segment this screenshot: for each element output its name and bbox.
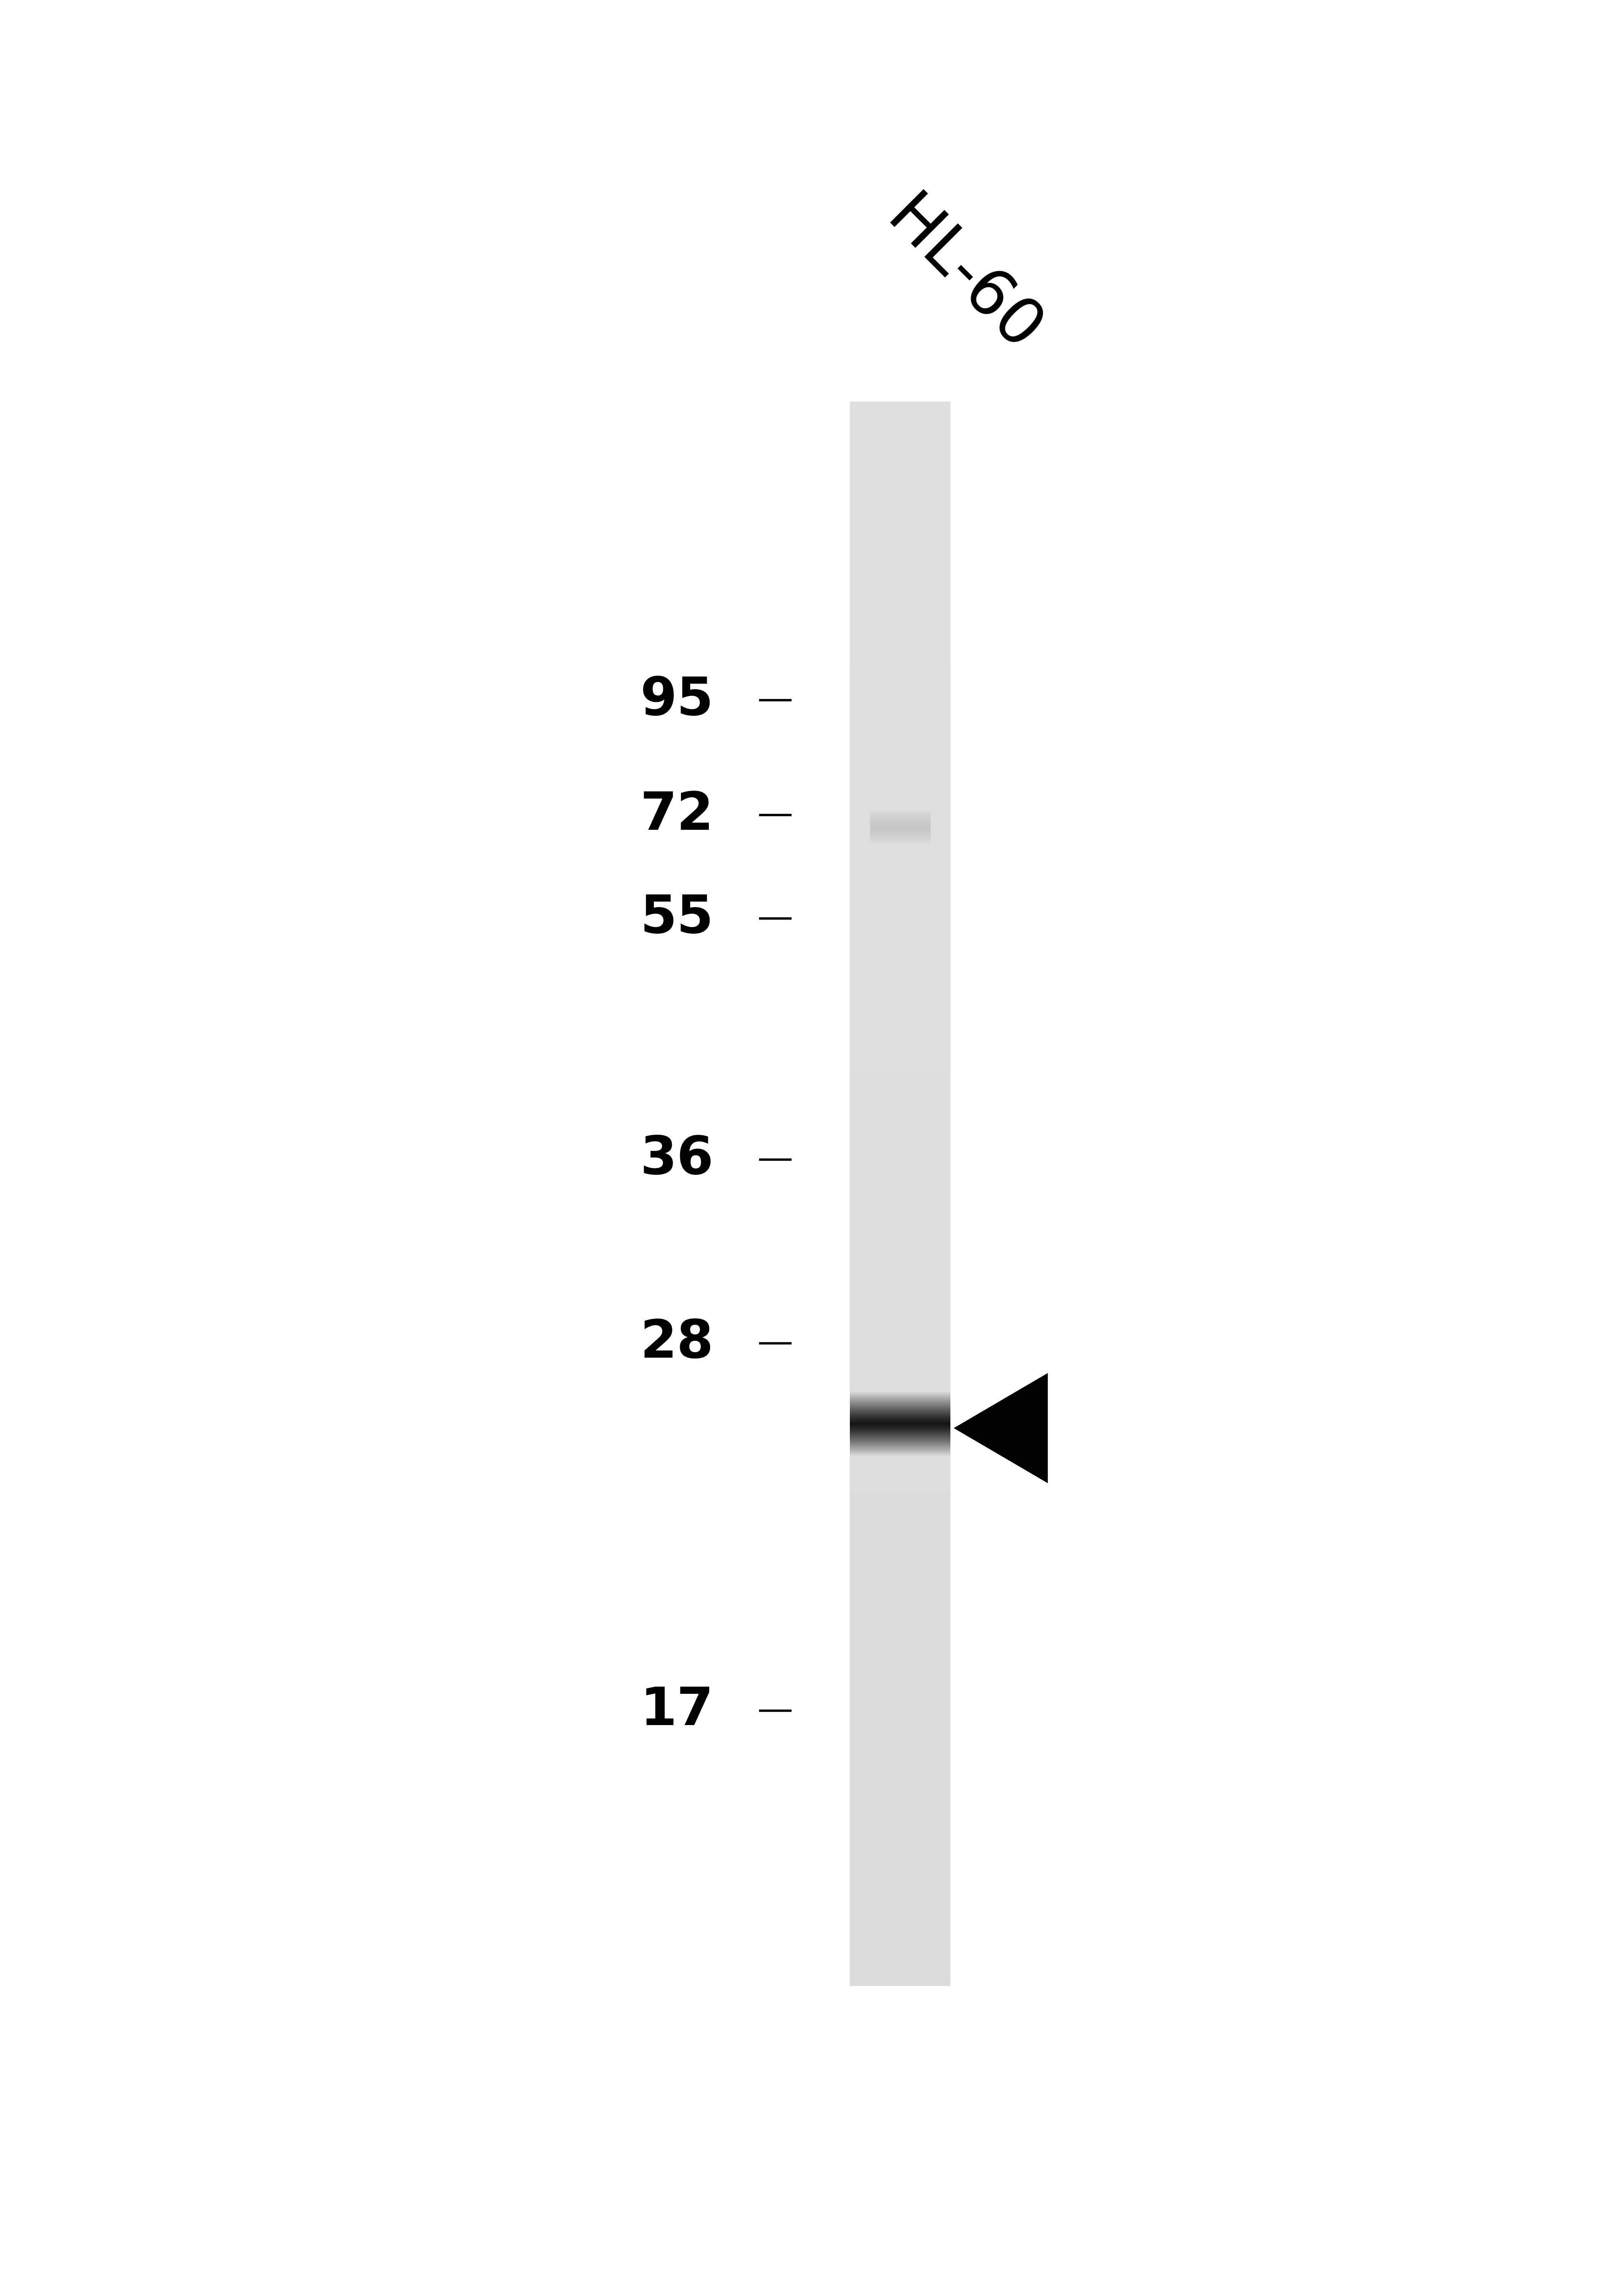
Polygon shape (954, 1373, 1048, 1483)
Text: 55: 55 (641, 893, 714, 944)
Text: 72: 72 (641, 790, 714, 840)
Text: 28: 28 (641, 1318, 714, 1368)
Text: 95: 95 (641, 675, 714, 726)
Text: 17: 17 (641, 1685, 714, 1736)
Text: HL-60: HL-60 (874, 188, 1053, 365)
Text: 36: 36 (641, 1134, 714, 1185)
